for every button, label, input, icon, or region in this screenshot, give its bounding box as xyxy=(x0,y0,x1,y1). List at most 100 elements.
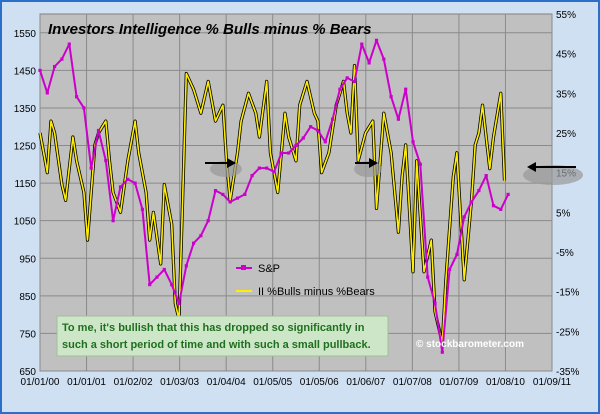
x-tick-label: 01/03/03 xyxy=(160,377,199,388)
sp-point xyxy=(440,350,444,354)
annotation-line-2: such a short period of time and with suc… xyxy=(62,339,371,351)
x-tick-label: 01/09/11 xyxy=(533,377,572,388)
left-tick-label: 750 xyxy=(19,329,36,340)
sp-point xyxy=(235,196,240,200)
right-tick-label: -25% xyxy=(556,327,579,338)
sp-point xyxy=(140,207,144,211)
sp-point xyxy=(148,283,152,287)
sp-point xyxy=(396,117,400,121)
left-tick-label: 650 xyxy=(19,367,36,378)
legend-label-ii: II %Bulls minus %Bears xyxy=(258,286,375,298)
sp-point xyxy=(89,166,93,170)
arrow-left-annotation xyxy=(205,158,242,177)
sp-point xyxy=(345,76,349,80)
left-tick-label: 1550 xyxy=(14,29,37,40)
sp-point xyxy=(228,200,232,204)
sp-point xyxy=(404,87,408,91)
x-tick-label: 01/05/05 xyxy=(253,377,292,388)
sp-point xyxy=(506,192,510,196)
sp-point xyxy=(309,125,313,129)
legend-label-sp: S&P xyxy=(258,263,280,275)
sp-point xyxy=(331,117,335,121)
sp-point xyxy=(126,177,130,181)
sp-point xyxy=(316,128,320,133)
left-tick-label: 1250 xyxy=(14,142,37,153)
sp-point xyxy=(338,87,342,91)
sp-point xyxy=(360,42,364,46)
sp-point xyxy=(382,57,386,61)
sp-point xyxy=(389,95,393,99)
x-tick-label: 01/08/10 xyxy=(486,377,525,388)
sp-point xyxy=(462,215,466,219)
series-lines xyxy=(38,38,510,354)
watermark: © stockbarometer.com xyxy=(416,339,524,350)
sp-point xyxy=(352,80,357,84)
series-line-ii xyxy=(39,64,506,344)
sp-point xyxy=(301,136,305,140)
annotation-line-1: To me, it's bullish that this has droppe… xyxy=(62,322,365,334)
legend: S&P II %Bulls minus %Bears xyxy=(236,263,375,298)
sp-point xyxy=(279,151,283,155)
arrow-middle-annotation xyxy=(354,158,382,177)
sp-point xyxy=(213,189,218,193)
sp-point xyxy=(265,166,269,170)
left-tick-label: 950 xyxy=(19,254,36,265)
right-tick-label: -35% xyxy=(556,367,579,378)
left-tick-label: 1450 xyxy=(14,66,37,77)
sp-point xyxy=(469,200,474,204)
sp-point xyxy=(67,42,71,46)
sp-point xyxy=(250,174,254,178)
sp-point xyxy=(155,275,159,279)
sp-point xyxy=(418,162,422,166)
sp-point xyxy=(484,174,488,178)
sp-point xyxy=(257,166,261,170)
right-tick-label: -5% xyxy=(556,248,574,259)
left-tick-label: 1050 xyxy=(14,217,37,228)
sp-point xyxy=(411,140,415,144)
sp-point xyxy=(448,267,452,272)
sp-point xyxy=(243,192,247,196)
sp-point xyxy=(287,151,291,155)
x-tick-label: 01/07/09 xyxy=(439,377,478,388)
right-tick-label: 25% xyxy=(556,129,576,140)
sp-point xyxy=(367,61,371,65)
sp-point xyxy=(96,128,101,133)
sp-point xyxy=(104,159,108,163)
x-tick-label: 01/01/00 xyxy=(21,377,60,388)
sp-point xyxy=(477,189,481,193)
sp-point xyxy=(192,241,196,245)
legend-item-sp: S&P xyxy=(236,263,280,275)
sp-point xyxy=(82,106,86,110)
plot-area xyxy=(39,13,553,372)
right-tick-label: 55% xyxy=(556,10,576,21)
x-tick-label: 01/05/06 xyxy=(300,377,339,388)
sp-point xyxy=(38,68,42,72)
arrow-right-annotation xyxy=(523,162,583,185)
x-tick-label: 01/02/02 xyxy=(114,377,153,388)
left-tick-label: 1350 xyxy=(14,104,37,115)
x-axis: 01/01/00 01/01/01 01/02/02 01/03/03 01/04/04… xyxy=(21,377,572,388)
sp-point xyxy=(206,219,210,223)
sp-point xyxy=(111,219,115,223)
sp-point xyxy=(499,207,503,211)
sp-point xyxy=(177,301,181,305)
sp-point xyxy=(60,57,64,61)
left-axis: 650 750 850 950 1050 1150 1250 1350 1450 1550 xyxy=(14,29,37,378)
sp-point xyxy=(199,234,203,238)
left-tick-label: 850 xyxy=(19,292,36,303)
x-tick-label: 01/01/01 xyxy=(67,377,106,388)
sp-point xyxy=(272,170,276,174)
sp-point xyxy=(118,185,123,189)
right-tick-label: 45% xyxy=(556,50,576,61)
sp-point xyxy=(75,95,79,99)
right-axis: -35%-25%-15%-5%5%15%25%35%45%55% xyxy=(556,10,579,378)
sp-point xyxy=(294,143,298,148)
x-tick-label: 01/06/07 xyxy=(346,377,385,388)
sp-point xyxy=(455,252,459,257)
sp-point xyxy=(133,181,137,185)
sp-point xyxy=(323,140,327,144)
chart-title: Investors Intelligence % Bulls minus % B… xyxy=(48,21,371,38)
sp-point xyxy=(53,65,57,69)
right-tick-label: 5% xyxy=(556,208,571,219)
